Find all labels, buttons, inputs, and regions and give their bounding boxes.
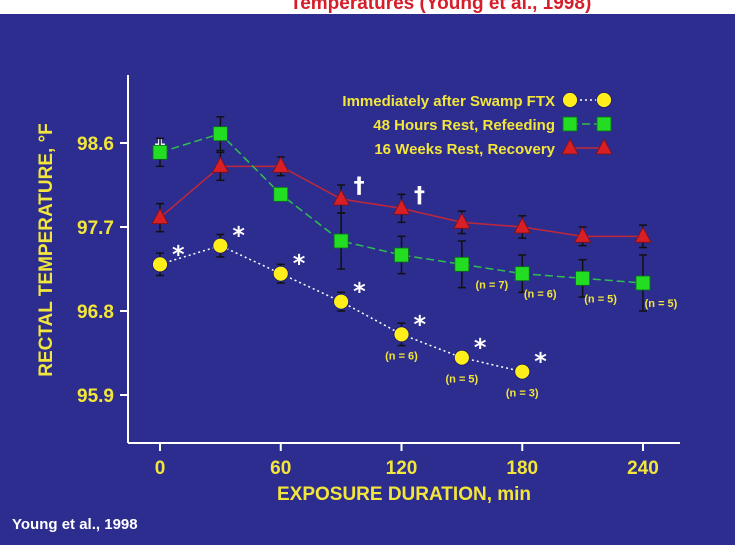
- axes: [127, 75, 680, 444]
- x-tick-label: 240: [627, 458, 659, 479]
- y-tick-label: 96.8: [77, 302, 114, 323]
- n-label: (n = 5): [584, 293, 617, 305]
- significance-mark: *: [534, 348, 547, 376]
- data-point: [393, 326, 410, 343]
- legend: Immediately after Swamp FTX 48 Hours Rest…: [342, 92, 613, 158]
- data-point: [211, 156, 230, 173]
- data-point: [392, 198, 411, 215]
- data-point: [272, 156, 290, 173]
- significance-mark: *: [172, 240, 185, 268]
- data-point: [514, 363, 531, 380]
- data-point: [273, 186, 289, 202]
- y-axis-title: RECTAL TEMPERATURE, °F: [36, 123, 57, 377]
- legend-marker: [595, 138, 613, 155]
- data-point: [635, 275, 651, 291]
- clipped-title: Temperatures (Young et al., 1998): [290, 0, 592, 14]
- n-label: (n = 6): [385, 350, 418, 362]
- ticks: 95.9 96.8 97.7 98.6 0 60 120 180 240: [77, 134, 659, 479]
- legend-marker: [562, 92, 578, 108]
- data-point: [575, 270, 591, 286]
- series-line: [159, 132, 644, 284]
- x-tick-label: 60: [270, 458, 291, 479]
- n-label: (n = 6): [524, 289, 557, 301]
- legend-item: Immediately after Swamp FTX: [342, 92, 612, 110]
- data-point: [573, 226, 592, 243]
- data-point: [212, 237, 229, 254]
- legend-item: 48 Hours Rest, Refeeding: [373, 116, 612, 134]
- data-point: [152, 256, 168, 273]
- x-tick-label: 0: [155, 458, 166, 479]
- y-tick-label: 95.9: [77, 386, 114, 407]
- data-point: [514, 266, 530, 282]
- data-point: [152, 144, 168, 160]
- data-point: [272, 265, 289, 282]
- x-axis-title: EXPOSURE DURATION, min: [277, 484, 531, 505]
- significance-mark: *: [232, 222, 245, 250]
- legend-label: Immediately after Swamp FTX: [342, 93, 555, 110]
- data-point: [453, 212, 471, 229]
- n-label: (n = 5): [645, 298, 678, 310]
- data-point: [394, 247, 409, 263]
- data-point: [212, 126, 228, 142]
- data-point: [454, 256, 470, 272]
- legend-label: 48 Hours Rest, Refeeding: [373, 117, 555, 134]
- significance-mark: *: [293, 250, 306, 278]
- significance-mark: *: [414, 310, 427, 338]
- legend-marker: [596, 116, 612, 132]
- significance-mark: *: [474, 334, 487, 362]
- data-point: [333, 293, 350, 310]
- data-point: [332, 189, 350, 206]
- x-tick-label: 180: [506, 458, 538, 479]
- data-point: [151, 207, 169, 225]
- title-strip: Temperatures (Young et al., 1998): [0, 0, 735, 14]
- y-tick-label: 98.6: [77, 134, 114, 155]
- legend-marker: [596, 92, 612, 108]
- data-point: [634, 226, 652, 243]
- data-point: [453, 349, 470, 366]
- x-tick-label: 120: [386, 458, 418, 479]
- series-1: * * * * * * * (n = 6) (n = 5) (n = 3): [152, 222, 547, 400]
- data-point: [513, 217, 531, 234]
- series-2: (n = 7) (n = 6) (n = 5) (n = 5): [152, 116, 678, 312]
- legend-marker: [562, 116, 578, 132]
- legend-marker: [561, 138, 579, 155]
- n-label: (n = 5): [446, 374, 479, 386]
- legend-label: 16 Weeks Rest, Recovery: [374, 141, 555, 158]
- legend-item: 16 Weeks Rest, Recovery: [374, 138, 613, 158]
- significance-mark: *: [353, 278, 366, 306]
- n-label: (n = 7): [476, 279, 509, 291]
- y-tick-label: 97.7: [77, 218, 114, 239]
- data-point: [333, 233, 349, 249]
- significance-mark: †: [354, 174, 365, 199]
- n-label: (n = 3): [506, 388, 539, 400]
- series-layer: †††(n = 7)(n = 6)(n = 5)(n = 5)*******(n…: [151, 116, 678, 400]
- source-credit: Young et al., 1998: [12, 516, 138, 533]
- significance-mark: †: [414, 183, 425, 208]
